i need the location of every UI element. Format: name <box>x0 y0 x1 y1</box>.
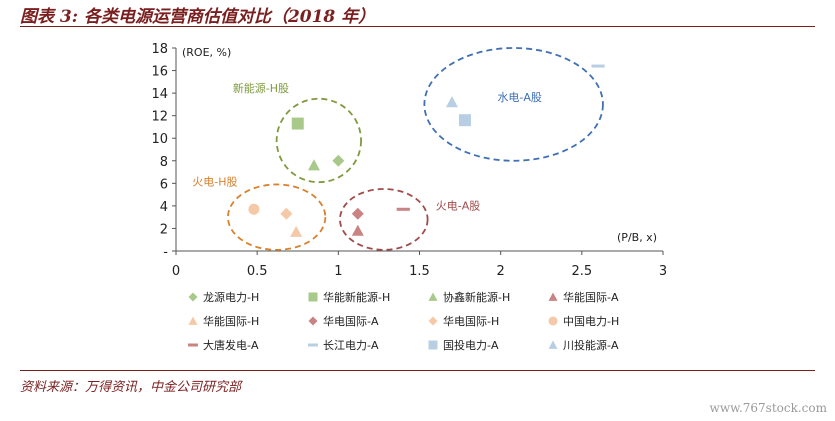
group-ellipse <box>339 188 429 251</box>
data-point <box>351 207 364 220</box>
figure-title: 图表 3: 各类电源运营商估值对比（2018 年） <box>20 7 376 27</box>
y-axis-label: (ROE, %) <box>182 46 231 59</box>
data-point <box>308 343 318 347</box>
source-divider <box>20 370 815 371</box>
legend-label: 协鑫新能源-H <box>443 291 511 304</box>
data-point <box>308 316 318 326</box>
chart-axes: - 2 4 6 8 10 12 14 16 18 0 0.5 1 1.5 2 2.5 3 (ROE, %) (P/B… <box>151 42 667 279</box>
legend-item: 大唐发电-A <box>185 338 305 352</box>
data-point <box>428 292 438 301</box>
legend-label: 华能新能源-H <box>323 291 391 304</box>
legend-label: 华能国际-A <box>563 291 619 304</box>
y-tick-label: 4 <box>160 200 168 215</box>
title-divider <box>20 26 815 27</box>
legend-label: 华能国际-H <box>203 315 260 328</box>
group-ellipse <box>423 47 604 162</box>
data-point <box>308 292 318 302</box>
data-point <box>188 343 198 347</box>
group-label: 火电-H股 <box>192 176 237 189</box>
data-point <box>548 292 558 301</box>
data-point <box>548 340 558 349</box>
x-tick-label: 1.5 <box>409 264 430 279</box>
legend-item: 川投能源-A <box>545 338 665 352</box>
y-tick-label: 12 <box>151 110 168 125</box>
data-point <box>290 225 303 237</box>
legend-marker-icon <box>308 343 318 347</box>
data-point <box>332 154 345 167</box>
legend-label: 国投电力-A <box>443 339 499 352</box>
legend-marker-icon <box>188 292 198 302</box>
legend-marker-icon <box>308 292 318 302</box>
legend-label: 川投能源-A <box>563 339 619 352</box>
chart-legend: 龙源电力-H 华能新能源-H 协鑫新能源-H 华能国际-A 华能国际-H 华电国际-A 华电… <box>185 290 665 352</box>
legend-item: 协鑫新能源-H <box>425 290 545 304</box>
data-point <box>188 292 198 302</box>
legend-marker-icon <box>428 316 438 326</box>
x-tick-label: 0.5 <box>247 264 268 279</box>
y-tick-label: 2 <box>160 222 168 237</box>
legend-marker-icon <box>428 292 438 301</box>
data-point <box>351 224 364 236</box>
legend-label: 中国电力-H <box>563 315 620 328</box>
y-tick-label: 18 <box>151 42 168 57</box>
data-point <box>291 117 304 130</box>
y-tick-label: 16 <box>151 65 168 80</box>
data-point <box>445 96 458 108</box>
group-label: 水电-A股 <box>497 91 542 104</box>
legend-item: 国投电力-A <box>425 338 545 352</box>
x-tick-label: 3 <box>659 264 667 279</box>
y-tick-label: 6 <box>160 177 168 192</box>
legend-label: 大唐发电-A <box>203 339 259 352</box>
legend-marker-icon <box>308 316 318 326</box>
group-label: 火电-A股 <box>436 199 481 212</box>
x-axis-label: (P/B, x) <box>617 231 657 244</box>
group-ellipse <box>275 97 362 184</box>
data-point <box>248 203 260 215</box>
scatter-chart: - 2 4 6 8 10 12 14 16 18 0 0.5 1 1.5 2 2.5 3 (ROE, %) (P/B… <box>151 42 667 279</box>
x-tick-label: 1 <box>334 264 342 279</box>
legend-label: 长江电力-A <box>323 339 379 352</box>
legend-item: 龙源电力-H <box>185 290 305 304</box>
legend-item: 长江电力-A <box>305 338 425 352</box>
y-tick-label: 10 <box>151 132 168 147</box>
data-point <box>428 316 438 326</box>
legend-item: 中国电力-H <box>545 314 665 328</box>
group-ellipse <box>227 183 327 251</box>
legend-item: 华能国际-H <box>185 314 305 328</box>
legend-item: 华电国际-A <box>305 314 425 328</box>
data-point <box>396 207 410 211</box>
x-tick-label: 2.5 <box>571 264 592 279</box>
legend-marker-icon <box>548 340 558 349</box>
legend-marker-icon <box>548 316 558 326</box>
y-tick-label: 8 <box>160 155 168 170</box>
legend-item: 华能国际-A <box>545 290 665 304</box>
legend-label: 龙源电力-H <box>203 291 260 304</box>
legend-marker-icon <box>548 292 558 301</box>
x-tick-label: 0 <box>172 264 180 279</box>
data-point <box>307 159 320 171</box>
legend-item: 华电国际-H <box>425 314 545 328</box>
data-point <box>280 207 293 220</box>
data-point <box>548 316 558 326</box>
legend-marker-icon <box>188 316 198 325</box>
data-point <box>428 340 438 350</box>
data-points <box>248 64 605 237</box>
data-point <box>458 114 471 127</box>
group-label: 新能源-H股 <box>233 81 289 95</box>
source-note: 资料来源：万得资讯，中金公司研究部 <box>20 380 242 395</box>
y-tick-label: 14 <box>151 87 168 102</box>
legend-marker-icon <box>428 340 438 350</box>
legend-item: 华能新能源-H <box>305 290 425 304</box>
x-tick-label: 2 <box>497 264 505 279</box>
data-point <box>591 64 605 68</box>
y-tick-label: - <box>163 245 168 260</box>
legend-label: 华电国际-A <box>323 315 379 328</box>
data-point <box>188 316 198 325</box>
legend-marker-icon <box>188 343 198 347</box>
legend-label: 华电国际-H <box>443 315 500 328</box>
watermark: www.767stock.com <box>709 401 827 415</box>
